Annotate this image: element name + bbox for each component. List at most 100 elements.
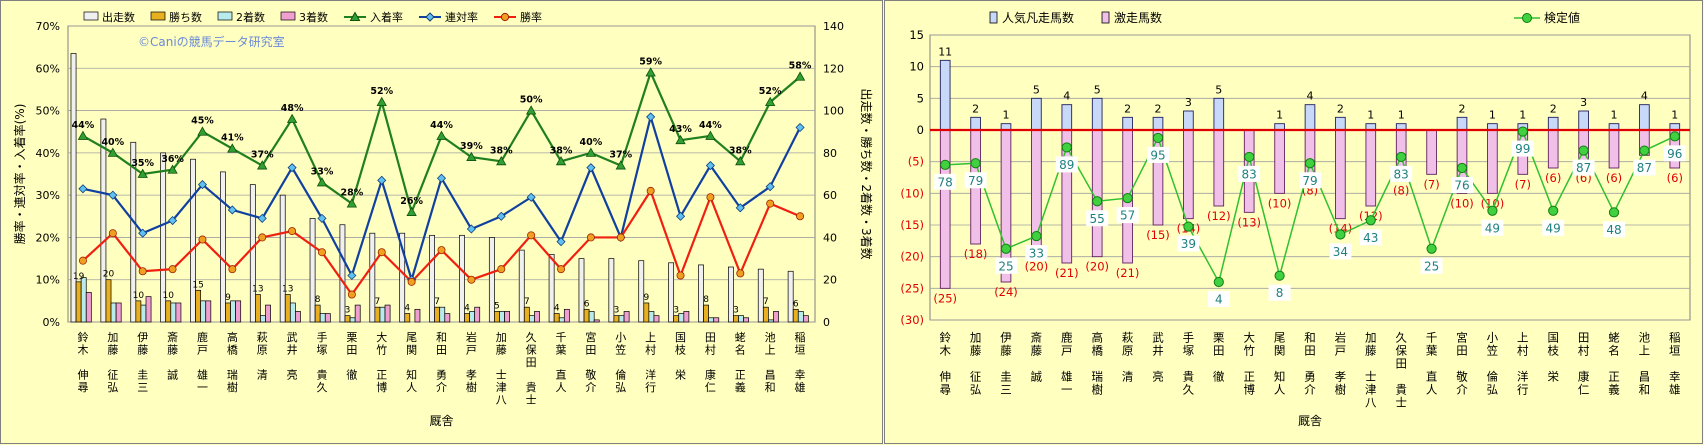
bar (105, 279, 112, 323)
marker-win-rate (796, 212, 805, 221)
test-value-label-bg (1390, 165, 1413, 182)
legend-label: 入着率 (370, 10, 403, 24)
category-label: 伊藤圭三 (137, 331, 148, 394)
marker-win-rate (377, 248, 386, 257)
test-value-marker (1304, 158, 1316, 169)
y-tick-right: 100 (823, 105, 844, 118)
test-value-marker (1031, 230, 1042, 242)
test-value-marker (1365, 215, 1376, 226)
marker-win-rate (676, 271, 685, 280)
test-value-marker (1061, 142, 1072, 153)
test-value-label: 33 (1029, 247, 1044, 261)
y-tick: (25) (900, 281, 924, 295)
test-value-marker (1517, 126, 1528, 137)
category-label: 稲垣幸雄 (795, 331, 806, 394)
bar (464, 313, 470, 323)
bar (703, 304, 709, 323)
bar (190, 158, 196, 323)
marker-quinella-rate (705, 160, 715, 171)
bar (434, 306, 441, 323)
marker-placing-rate (525, 105, 537, 115)
y-tick-left: 20% (36, 231, 60, 244)
marker-placing-rate (496, 155, 507, 166)
bar (349, 317, 356, 323)
bar-popular-failed (970, 116, 981, 131)
y-tick-right: 140 (823, 20, 844, 33)
marker-quinella-rate (675, 211, 686, 221)
test-value-label-bg (1268, 284, 1291, 301)
bar (623, 311, 630, 323)
placing-rate-label: 44% (72, 120, 95, 131)
category-label: 千葉直人 (1426, 331, 1438, 397)
test-value-label: 43 (1363, 231, 1378, 245)
y-tick: (30) (900, 313, 924, 327)
top-count-label: 1 (1519, 109, 1526, 122)
test-value-marker (970, 158, 981, 169)
y-tick-left: 10% (36, 274, 60, 287)
bar (558, 317, 565, 323)
bar (469, 311, 476, 323)
bar (100, 118, 107, 323)
category-label: 萩原清 (257, 331, 268, 382)
marker-win-rate (317, 248, 326, 257)
test-value-label-bg (1207, 291, 1230, 307)
marker-quinella-rate (197, 180, 208, 190)
bar (534, 311, 540, 323)
test-value-label-bg (1025, 245, 1048, 262)
category-label: 加藤士津八 (1365, 331, 1377, 410)
legend-marker (349, 11, 361, 21)
bar-popular-failed (1031, 97, 1042, 131)
legend-label: 人気凡走馬数 (1002, 10, 1074, 25)
test-value-label-bg (1116, 207, 1139, 224)
bar-longshot (1274, 129, 1285, 194)
category-label: 鈴木伸尋 (77, 330, 88, 394)
y-tick: 5 (917, 91, 924, 105)
bar (787, 270, 794, 323)
marker-win-rate (198, 235, 207, 244)
bar-popular-failed (1456, 116, 1468, 131)
y-tick: (5) (908, 155, 924, 169)
test-value-label-bg (1147, 146, 1169, 163)
placing-rate-label: 35% (131, 158, 154, 169)
placing-rate-label: 52% (759, 86, 782, 97)
test-value-label: 76 (1454, 179, 1469, 193)
bottom-count-label: (8) (1393, 184, 1409, 198)
marker-placing-rate (316, 177, 328, 187)
placing-rate-label: 41% (221, 133, 244, 144)
win-count-label: 10 (133, 291, 145, 301)
bar-popular-failed (1335, 116, 1346, 131)
marker-win-rate (766, 199, 775, 208)
bar (195, 289, 202, 323)
legend-swatch (1101, 11, 1110, 24)
bar (254, 294, 261, 323)
category-label: 上村洋行 (645, 331, 656, 394)
bar (165, 300, 172, 323)
test-value-label-bg (1420, 257, 1443, 274)
y-tick-left: 60% (36, 62, 60, 75)
bar-popular-failed (1152, 116, 1164, 131)
test-value-marker (1396, 151, 1407, 163)
top-count-label: 2 (1124, 102, 1131, 115)
y-axis-title-left: 勝率・連対率・入着率(%) (12, 104, 27, 245)
category-label: 武井亮 (287, 331, 298, 382)
marker-quinella-rate (765, 182, 775, 192)
bar (384, 304, 391, 323)
bar (175, 302, 182, 323)
test-value-marker (1639, 145, 1650, 156)
bottom-count-label: (10) (1268, 196, 1292, 210)
category-label: 稲垣幸雄 (1669, 331, 1681, 397)
bar (75, 281, 82, 323)
test-value-label: 49 (1485, 221, 1500, 235)
test-value-label: 57 (1120, 209, 1135, 223)
top-count-label: 3 (1580, 96, 1587, 109)
test-value-marker (1487, 205, 1498, 216)
category-label: 岩戸孝樹 (1335, 331, 1347, 397)
top-count-label: 5 (1215, 83, 1222, 96)
bar-popular-failed (939, 59, 951, 131)
bar (70, 53, 77, 323)
top-count-label: 1 (1611, 109, 1618, 122)
bar (444, 313, 451, 323)
win-count-label: 10 (163, 291, 175, 301)
test-value-label-bg (1511, 140, 1534, 157)
bar (727, 266, 734, 323)
